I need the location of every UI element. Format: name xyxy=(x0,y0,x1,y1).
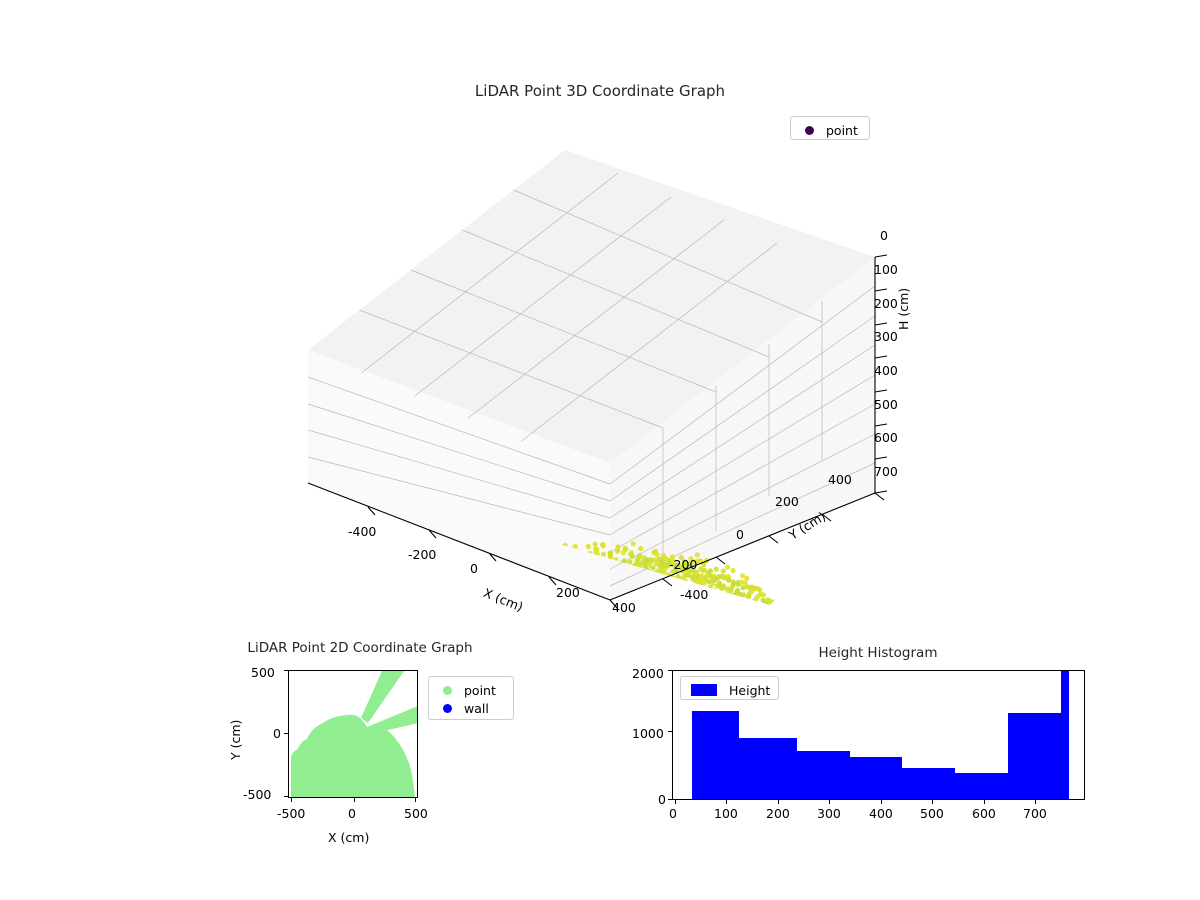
page-title: LiDAR Point 3D Coordinate Graph xyxy=(474,82,726,100)
legend-histogram[interactable]: Height xyxy=(680,676,779,700)
axis-hist-x-tick-400: 400 xyxy=(869,806,893,821)
axis-hist-y-tick-0: 0 xyxy=(658,792,666,807)
axis3d-h-tick-700: 700 xyxy=(874,464,898,479)
axis3d-x-tick-200: 200 xyxy=(556,585,580,600)
axis3d-y-tick-400: 400 xyxy=(828,472,852,487)
lidar-2d-points xyxy=(291,671,417,797)
histogram-bar xyxy=(849,757,902,799)
axes3d-y-ticks xyxy=(662,492,885,587)
axis3d-y-tick-0: 0 xyxy=(736,527,744,542)
axis2d-tickmark xyxy=(284,733,288,734)
histogram-bar xyxy=(954,772,1008,799)
histogram-bar xyxy=(1061,671,1069,799)
axis-hist-x-tick-0: 0 xyxy=(669,806,677,821)
axis-hist-tickmark xyxy=(932,800,933,804)
axis2d-x-tick-500: 500 xyxy=(404,806,428,821)
lidar-2d-title: LiDAR Point 2D Coordinate Graph xyxy=(247,640,473,656)
axis-hist-x-tick-200: 200 xyxy=(766,806,790,821)
legend-marker-height-icon xyxy=(691,684,717,696)
histogram-bar xyxy=(692,710,740,799)
legend-2d[interactable]: point wall xyxy=(428,676,514,720)
axis-hist-x-tick-600: 600 xyxy=(972,806,996,821)
legend-3d[interactable]: point xyxy=(790,116,870,140)
axis-hist-tickmark xyxy=(829,800,830,804)
legend-marker-wall-icon xyxy=(443,703,452,713)
axis-hist-tickmark xyxy=(881,800,882,804)
axis-hist-y-tick-1000: 1000 xyxy=(632,726,664,741)
legend-item-wall: wall xyxy=(437,699,505,717)
axis3d-h-tick-200: 200 xyxy=(874,296,898,311)
axis3d-y-tick-n200: -200 xyxy=(669,557,698,572)
axis2d-tickmark xyxy=(284,670,288,671)
axis-hist-tickmark xyxy=(778,800,779,804)
legend-item-point: point xyxy=(799,121,861,139)
histogram-title: Height Histogram xyxy=(818,645,938,661)
axis3d-x-tick-n200: -200 xyxy=(408,547,437,562)
lidar-2d-canvas xyxy=(291,671,417,797)
axis3d-x-tick-0: 0 xyxy=(470,561,478,576)
axis2d-y-tick-0: 0 xyxy=(273,726,281,741)
axis2d-tickmark xyxy=(291,798,292,802)
axis2d-y-tick-n500: -500 xyxy=(243,787,272,802)
histogram-bar xyxy=(796,751,850,799)
axis3d-y-tick-n400: -400 xyxy=(680,587,709,602)
axes3d-gridlines xyxy=(307,172,876,587)
legend-item-point: point xyxy=(437,681,505,699)
axis-hist-tickmark xyxy=(668,731,672,732)
axis-hist-tickmark xyxy=(1035,800,1036,804)
lidar-3d-canvas xyxy=(307,150,888,609)
axis3d-h-tick-300: 300 xyxy=(874,329,898,344)
legend-marker-point-icon xyxy=(805,125,814,135)
histogram-bar xyxy=(739,737,797,799)
axis2d-tickmark xyxy=(415,798,416,802)
axis-hist-x-tick-500: 500 xyxy=(920,806,944,821)
axis2d-y-label: Y (cm) xyxy=(228,719,243,760)
axis-hist-x-tick-700: 700 xyxy=(1023,806,1047,821)
legend-item-height: Height xyxy=(689,681,770,699)
legend-label-point: point xyxy=(826,122,858,138)
axis3d-y-tick-200: 200 xyxy=(775,494,799,509)
axis-hist-tickmark xyxy=(984,800,985,804)
axis2d-tickmark xyxy=(284,796,288,797)
axis-hist-tickmark xyxy=(726,800,727,804)
lidar-2d-plot[interactable] xyxy=(288,670,418,798)
axis2d-x-label: X (cm) xyxy=(328,830,370,845)
axes3d-spines xyxy=(307,257,876,601)
lidar-3d-plot[interactable] xyxy=(300,145,920,625)
axes3d-x-ticks xyxy=(367,506,618,609)
axis3d-x-tick-400: 400 xyxy=(612,600,636,615)
axis2d-x-tick-0: 0 xyxy=(348,806,356,821)
axis3d-h-tick-100: 100 xyxy=(874,262,898,277)
axis2d-x-tick-n500: -500 xyxy=(277,806,306,821)
axis-hist-x-tick-300: 300 xyxy=(817,806,841,821)
axis3d-h-tick-0: 0 xyxy=(880,228,888,243)
axes3d-panes xyxy=(308,150,875,600)
axis-hist-tickmark xyxy=(668,670,672,671)
histogram-bar xyxy=(1007,713,1062,799)
axes3d-h-ticks xyxy=(874,254,888,494)
legend-label-wall: wall xyxy=(464,700,489,716)
axis3d-h-label: H (cm) xyxy=(896,287,911,330)
legend-label-point: point xyxy=(464,682,496,698)
histogram-bar xyxy=(901,767,955,799)
legend-label-height: Height xyxy=(729,682,771,698)
legend-marker-point-icon xyxy=(443,685,452,695)
axis3d-x-tick-n400: -400 xyxy=(348,524,377,539)
axis3d-h-tick-500: 500 xyxy=(874,397,898,412)
axis-hist-tickmark xyxy=(675,800,676,804)
axis2d-y-tick-500: 500 xyxy=(251,665,275,680)
axis2d-tickmark xyxy=(354,798,355,802)
axis-hist-y-tick-2000: 2000 xyxy=(632,666,664,681)
axis3d-h-tick-600: 600 xyxy=(874,430,898,445)
axis-hist-tickmark xyxy=(668,799,672,800)
axis3d-h-tick-400: 400 xyxy=(874,363,898,378)
axis-hist-x-tick-100: 100 xyxy=(714,806,738,821)
